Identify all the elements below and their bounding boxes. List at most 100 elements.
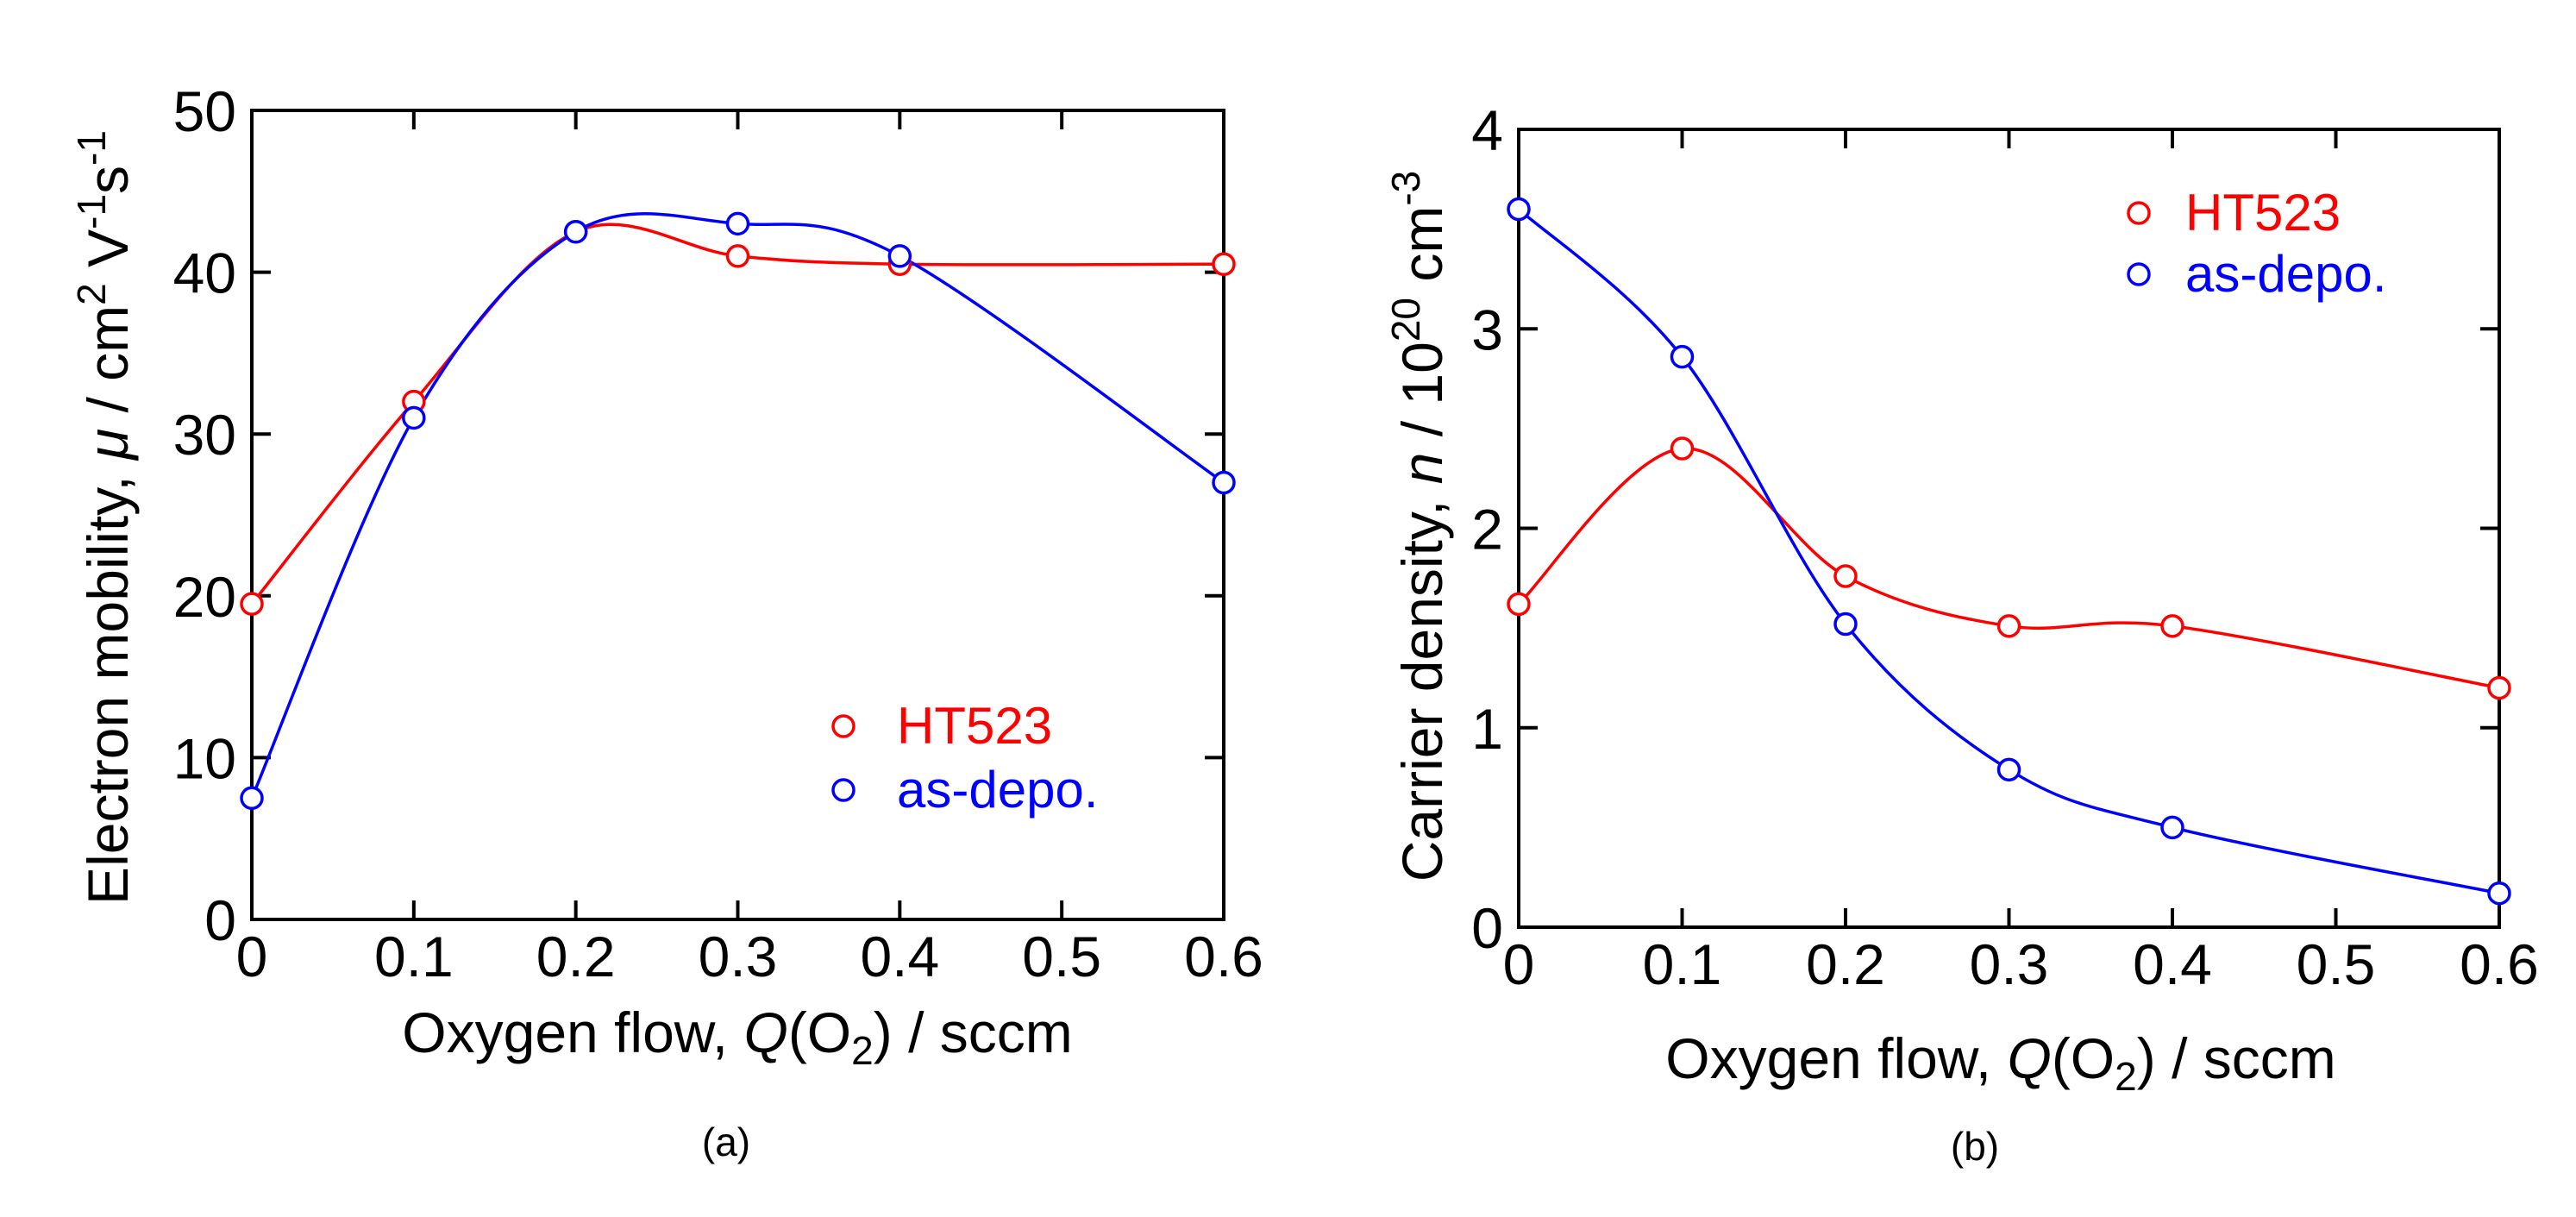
data-point-asdepo: [2487, 881, 2511, 906]
data-point-asdepo: [1996, 757, 2021, 782]
x-label-var-a: Q: [743, 1001, 787, 1064]
x-axis-label-a: Oxygen flow, Q(O2) / sccm: [402, 1001, 1072, 1073]
legend-marker-asdepo-a: [831, 778, 856, 802]
data-point-ht523: [1833, 564, 1858, 588]
y-tick-label: 20: [173, 565, 236, 629]
chart-panel-a: 0 0.1 0.2 0.3 0.4 0.5 0.6 0 10 20 30 40 50 HT523 as…: [69, 79, 1263, 1164]
data-point-ht523: [1996, 614, 2021, 638]
data-point-asdepo: [887, 244, 912, 268]
y-label-sup3-a: -1: [69, 130, 114, 166]
data-point-asdepo: [563, 219, 588, 244]
x-label-text-a: Oxygen flow,: [402, 1001, 743, 1064]
data-point-asdepo: [1507, 197, 1531, 222]
data-point-ht523: [2160, 614, 2184, 638]
x-label-text-b: Oxygen flow,: [1665, 1026, 2007, 1090]
axis-ticks-a: [250, 109, 1225, 921]
y-label-cm-b: cm: [1390, 206, 1454, 298]
y-label-text-b: Carrier density,: [1390, 484, 1454, 881]
x-label-sub-b: 2: [2115, 1054, 2137, 1099]
y-axis-label-b: Carrier density, n / 1020 cm-3: [1383, 171, 1454, 881]
series-line-ht523: [250, 223, 1225, 605]
x-label-sub-a: 2: [851, 1028, 874, 1073]
y-tick-label: 4: [1471, 98, 1503, 162]
data-point-asdepo: [402, 405, 426, 430]
legend-label-ht523-a: HT523: [897, 697, 1052, 755]
data-point-ht523: [1212, 252, 1236, 276]
caption-a: (a): [702, 1120, 750, 1164]
y-tick-label: 2: [1471, 498, 1503, 561]
series-line-asdepo: [250, 212, 1225, 799]
y-tick-label: 0: [204, 888, 236, 952]
x-tick-label: 0.1: [1643, 932, 1722, 996]
legend-marker-ht523-a: [831, 714, 856, 738]
caption-b: (b): [1951, 1124, 1999, 1169]
legend-marker-ht523-b: [2127, 201, 2151, 225]
x-tick-label: 0.2: [536, 925, 616, 988]
y-label-sup2-b: -3: [1383, 171, 1428, 206]
y-label-v-a: V: [76, 229, 140, 283]
y-label-var-b: n: [1390, 453, 1454, 485]
y-tick-label: 1: [1471, 697, 1503, 761]
x-tick-labels-a: 0 0.1 0.2 0.3 0.4 0.5 0.6: [236, 925, 1263, 988]
x-tick-label: 0.6: [2460, 932, 2539, 996]
y-tick-label: 0: [1471, 896, 1503, 960]
data-point-ht523: [725, 244, 750, 268]
x-tick-label: 0.6: [1184, 925, 1263, 988]
data-point-ht523: [1670, 436, 1695, 461]
x-label-species-b: (O: [2052, 1026, 2115, 1090]
y-tick-label: 30: [173, 403, 236, 467]
data-point-ht523: [240, 592, 264, 616]
x-label-unit-a: ) / sccm: [874, 1001, 1073, 1064]
series-line-ht523: [1517, 447, 2500, 690]
data-point-ht523: [2487, 675, 2511, 700]
legend-label-ht523-b: HT523: [2185, 184, 2341, 242]
data-point-ht523: [1507, 592, 1531, 617]
x-tick-label: 0: [1503, 932, 1535, 996]
y-label-sup1-a: 2: [69, 283, 114, 305]
y-tick-label: 50: [173, 79, 236, 143]
chart-panel-b: 0 0.1 0.2 0.3 0.4 0.5 0.6 0 1 2 3 4 HT523 as-depo.…: [1383, 98, 2539, 1169]
x-label-unit-b: ) / sccm: [2137, 1026, 2336, 1090]
x-tick-label: 0.3: [1970, 932, 2049, 996]
data-point-asdepo: [725, 211, 750, 236]
data-point-asdepo: [2160, 815, 2184, 840]
legend-label-asdepo-a: as-depo.: [897, 761, 1099, 819]
x-tick-label: 0.2: [1806, 932, 1885, 996]
legend-marker-asdepo-b: [2127, 262, 2151, 286]
y-label-unit-a: / cm: [76, 305, 140, 429]
x-tick-label: 0.3: [699, 925, 778, 988]
y-tick-label: 40: [173, 242, 236, 305]
series-lines-b: [1517, 208, 2500, 895]
y-tick-labels-b: 0 1 2 3 4: [1471, 98, 1503, 960]
y-label-sup1-b: 20: [1383, 298, 1428, 342]
series-lines-a: [250, 212, 1225, 799]
series-line-asdepo: [1517, 208, 2500, 895]
data-point-asdepo: [1833, 612, 1858, 637]
x-label-species-a: (O: [788, 1001, 851, 1064]
x-tick-label: 0.1: [374, 925, 454, 988]
x-tick-label: 0.4: [2133, 932, 2212, 996]
legend-a: HT523 as-depo.: [831, 697, 1099, 819]
series-points-b: [1507, 197, 2511, 906]
data-point-asdepo: [1212, 470, 1236, 495]
legend-b: HT523 as-depo.: [2127, 184, 2387, 303]
y-tick-label: 3: [1471, 298, 1503, 361]
x-label-var-b: Q: [2007, 1026, 2051, 1090]
y-axis-label-a: Electron mobility, μ / cm2 V-1s-1: [69, 130, 140, 905]
y-tick-label: 10: [173, 726, 236, 790]
x-tick-labels-b: 0 0.1 0.2 0.3 0.4 0.5 0.6: [1503, 932, 2539, 996]
x-axis-label-b: Oxygen flow, Q(O2) / sccm: [1665, 1026, 2335, 1099]
y-tick-labels-a: 0 10 20 30 40 50: [173, 79, 236, 952]
x-tick-label: 0: [236, 925, 268, 988]
x-tick-label: 0.5: [1022, 925, 1101, 988]
x-tick-label: 0.4: [860, 925, 939, 988]
data-point-asdepo: [240, 786, 264, 811]
y-label-unit-b: / 10: [1390, 342, 1454, 452]
y-label-s-a: s: [76, 166, 140, 194]
y-label-text-a: Electron mobility,: [76, 460, 140, 905]
x-tick-label: 0.5: [2297, 932, 2376, 996]
y-label-sup2-a: -1: [69, 194, 114, 229]
axis-ticks-b: [1517, 128, 2501, 929]
